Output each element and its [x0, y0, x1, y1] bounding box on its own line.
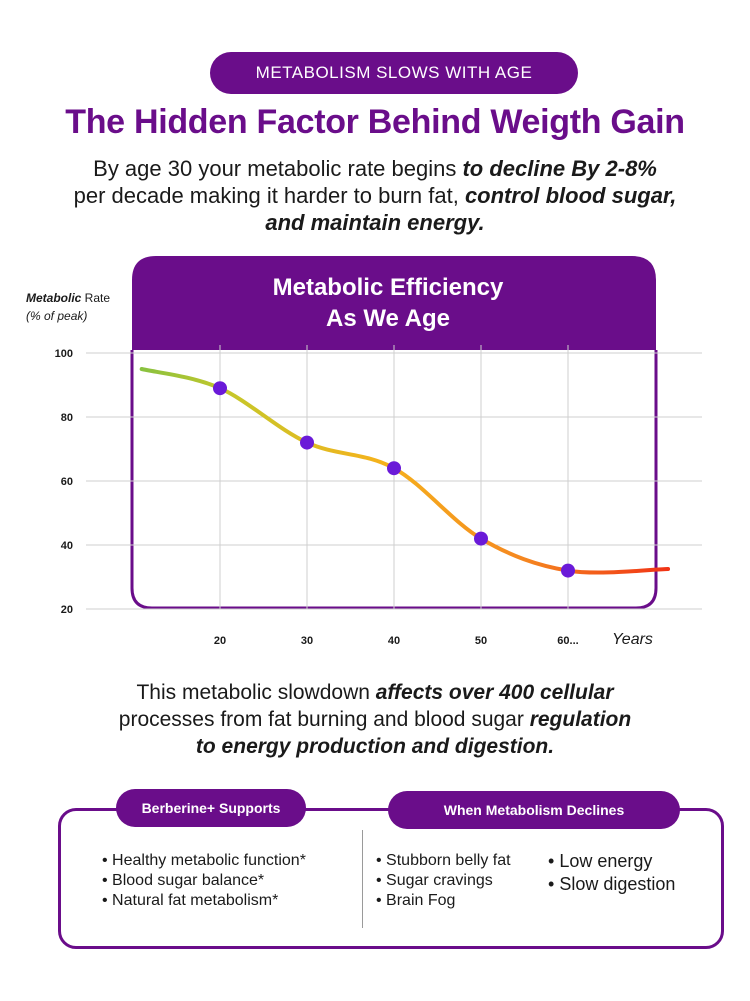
box-divider [362, 830, 363, 928]
metabolic-efficiency-chart: Metabolic Efficiency As We Age Metabolic… [26, 256, 702, 648]
y-axis-sublabel: (% of peak) [26, 309, 87, 323]
body-text-1: This metabolic slowdown [136, 681, 376, 704]
list-item: Natural fat metabolism* [102, 891, 306, 911]
list-item: Sugar cravings [376, 871, 511, 891]
list-item: Low energy [548, 850, 675, 873]
y-axis-label: Metabolic Rate [26, 291, 110, 305]
list-item: Brain Fog [376, 891, 511, 911]
list-item: Healthy metabolic function* [102, 851, 306, 871]
intro-emph-2: control blood sugar, [464, 183, 677, 208]
y-tick-label: 60 [61, 476, 73, 488]
x-axis-label: Years [612, 631, 653, 648]
y-tick-label: 20 [61, 604, 73, 616]
chart-title-line-2: As We Age [326, 305, 450, 332]
intro-paragraph: By age 30 your metabolic rate begins to … [40, 155, 710, 236]
body-emph-3: to energy production and digestion. [195, 735, 555, 758]
data-point-marker [561, 563, 575, 578]
x-tick-label: 40 [388, 635, 400, 647]
chart-title-line-1: Metabolic Efficiency [273, 274, 504, 301]
declines-list-1: Stubborn belly fat Sugar cravings Brain … [376, 851, 511, 911]
x-tick-label: 50 [475, 635, 487, 647]
chart-title-panel [132, 256, 656, 350]
supports-title-pill: Berberine+ Supports [116, 789, 306, 827]
list-item: Blood sugar balance* [102, 871, 306, 891]
data-point-marker [474, 531, 488, 546]
list-item: Slow digestion [548, 873, 675, 896]
y-tick-label: 100 [55, 348, 73, 360]
declines-title-pill: When Metabolism Declines [388, 791, 680, 829]
x-tick-label: 60... [557, 635, 578, 647]
series-line-metabolic-rate [139, 367, 671, 575]
page-title: The Hidden Factor Behind Weigth Gain [65, 103, 685, 141]
supports-list: Healthy metabolic function* Blood sugar … [102, 851, 306, 911]
data-point-marker [300, 435, 314, 450]
intro-text-1: By age 30 your metabolic rate begins [93, 156, 463, 181]
data-point-marker [213, 381, 227, 396]
top-tag-pill: METABOLISM SLOWS WITH AGE [210, 52, 578, 94]
y-tick-label: 80 [61, 412, 73, 424]
y-tick-label: 40 [61, 540, 73, 552]
x-tick-label: 20 [214, 635, 226, 647]
list-item: Stubborn belly fat [376, 851, 511, 871]
intro-emph-3: and maintain energy. [265, 210, 485, 235]
top-tag-text: METABOLISM SLOWS WITH AGE [255, 63, 533, 82]
y-axis-label-rest: Rate [81, 291, 110, 305]
intro-emph-1: to decline By 2-8% [462, 156, 657, 181]
data-point-marker [387, 461, 401, 476]
x-tick-label: 30 [301, 635, 313, 647]
declines-list-2: Low energy Slow digestion [548, 850, 675, 896]
y-axis-label-bold: Metabolic [26, 291, 82, 305]
intro-text-2: per decade making it harder to burn fat, [73, 183, 465, 208]
body-emph-2: regulation [529, 708, 632, 731]
body-emph-1: affects over 400 cellular [375, 681, 614, 704]
body-text-2: processes from fat burning and blood sug… [118, 708, 530, 731]
slowdown-paragraph: This metabolic slowdown affects over 400… [40, 679, 710, 760]
